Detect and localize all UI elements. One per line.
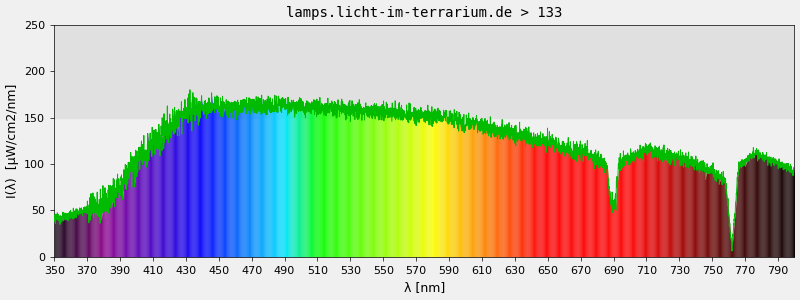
Y-axis label: I(λ)  [μW/cm2/nm]: I(λ) [μW/cm2/nm] xyxy=(6,84,18,198)
Title: lamps.licht-im-terrarium.de > 133: lamps.licht-im-terrarium.de > 133 xyxy=(286,6,562,20)
Bar xyxy=(54,25,794,118)
X-axis label: λ [nm]: λ [nm] xyxy=(404,281,445,294)
